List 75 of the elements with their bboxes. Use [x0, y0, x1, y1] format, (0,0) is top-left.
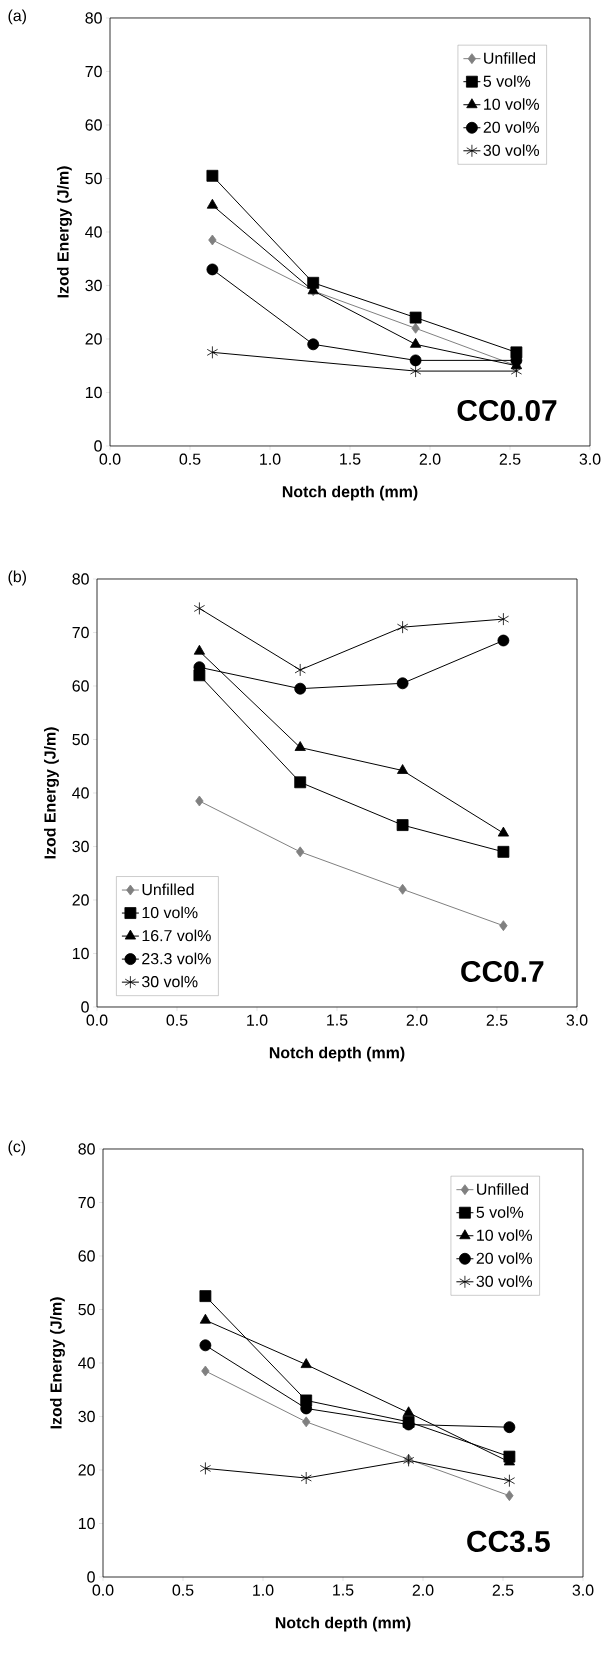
y-tick-label: 70 [85, 65, 102, 78]
x-tick-label: 0.5 [179, 453, 201, 465]
x-tick-label: 2.5 [499, 453, 521, 465]
y-tick-label: 10 [78, 1517, 95, 1530]
y-tick-label: 70 [72, 626, 89, 639]
y-tick-label: 20 [72, 894, 89, 906]
legend-label: 30 vol% [483, 144, 540, 156]
y-tick-label: 0 [87, 1571, 95, 1583]
legend-label: 10 vol% [484, 98, 540, 110]
y-tick-label: 50 [72, 733, 89, 746]
x-tick-label: 1.0 [253, 1584, 274, 1596]
annotation: CC0.07 [457, 399, 557, 422]
x-tick-label: 2.0 [406, 1014, 428, 1026]
x-tick-label: 2.0 [419, 453, 441, 465]
legend-label: 5 vol% [483, 75, 531, 87]
chart-title: (b) [8, 570, 26, 586]
legend-label: 10 vol% [142, 906, 198, 919]
y-tick-label: 30 [72, 840, 89, 853]
legend-label: Unfilled [142, 883, 194, 896]
x-tick-label: 0.0 [92, 1584, 114, 1596]
y-tick-label: 0 [94, 440, 102, 452]
y-tick-label: 20 [85, 333, 102, 345]
y-tick-label: 30 [85, 279, 102, 292]
y-tick-label: 0 [81, 1001, 89, 1013]
y-tick-label: 80 [85, 12, 102, 24]
x-tick-label: 1.0 [247, 1014, 268, 1026]
legend-label: 30 vol% [476, 1275, 533, 1287]
y-tick-label: 30 [78, 1410, 95, 1423]
y-tick-label: 50 [78, 1303, 95, 1316]
legend-label: 20 vol% [483, 121, 540, 133]
y-tick-label: 60 [72, 680, 89, 692]
x-tick-label: 1.5 [340, 453, 361, 465]
y-tick-label: 60 [85, 119, 102, 131]
y-tick-label: 40 [78, 1357, 95, 1369]
x-tick-label: 2.0 [412, 1584, 434, 1596]
chart-title: (a) [8, 9, 26, 25]
x-tick-label: 2.5 [486, 1014, 508, 1026]
y-axis-title: Izod Energy (J/m) [56, 166, 72, 298]
x-axis-title: Notch depth (mm) [269, 1046, 405, 1062]
annotation: CC3.5 [467, 1530, 550, 1553]
legend-label: Unfilled [477, 1183, 529, 1195]
annotation: CC0.7 [461, 960, 544, 983]
x-tick-label: 0.0 [99, 453, 121, 465]
y-tick-label: 40 [72, 787, 89, 799]
legend-label: 10 vol% [477, 1229, 533, 1241]
y-tick-label: 60 [78, 1250, 95, 1262]
x-tick-label: 0.0 [86, 1014, 108, 1026]
legend-label: Unfilled [484, 52, 536, 64]
x-tick-label: 2.5 [492, 1584, 514, 1596]
legend-label: 5 vol% [476, 1206, 524, 1218]
legend-label: 20 vol% [476, 1252, 533, 1264]
x-axis-title: Notch depth (mm) [275, 1616, 411, 1632]
x-tick-label: 0.5 [172, 1584, 194, 1596]
y-tick-label: 80 [78, 1143, 95, 1155]
x-tick-label: 0.5 [166, 1014, 188, 1026]
y-tick-label: 70 [78, 1196, 95, 1209]
x-tick-label: 3.0 [566, 1014, 588, 1026]
x-tick-label: 1.5 [333, 1584, 354, 1596]
x-axis-title: Notch depth (mm) [282, 485, 418, 501]
x-tick-label: 3.0 [572, 1584, 594, 1596]
x-tick-label: 1.5 [327, 1014, 348, 1026]
y-tick-label: 80 [72, 573, 89, 585]
y-tick-label: 10 [72, 947, 89, 960]
chart-title: (c) [8, 1140, 26, 1156]
legend-label: 16.7 vol% [142, 929, 211, 942]
y-tick-label: 20 [78, 1464, 95, 1476]
x-tick-label: 1.0 [260, 453, 281, 465]
y-axis-title: Izod Energy (J/m) [43, 727, 59, 859]
x-tick-label: 3.0 [579, 453, 601, 465]
y-tick-label: 10 [85, 386, 102, 399]
y-axis-title: Izod Energy (J/m) [49, 1297, 65, 1429]
y-tick-label: 50 [85, 172, 102, 185]
y-tick-label: 40 [85, 226, 102, 238]
legend-label: 23.3 vol% [142, 952, 211, 965]
legend-label: 30 vol% [142, 975, 198, 988]
